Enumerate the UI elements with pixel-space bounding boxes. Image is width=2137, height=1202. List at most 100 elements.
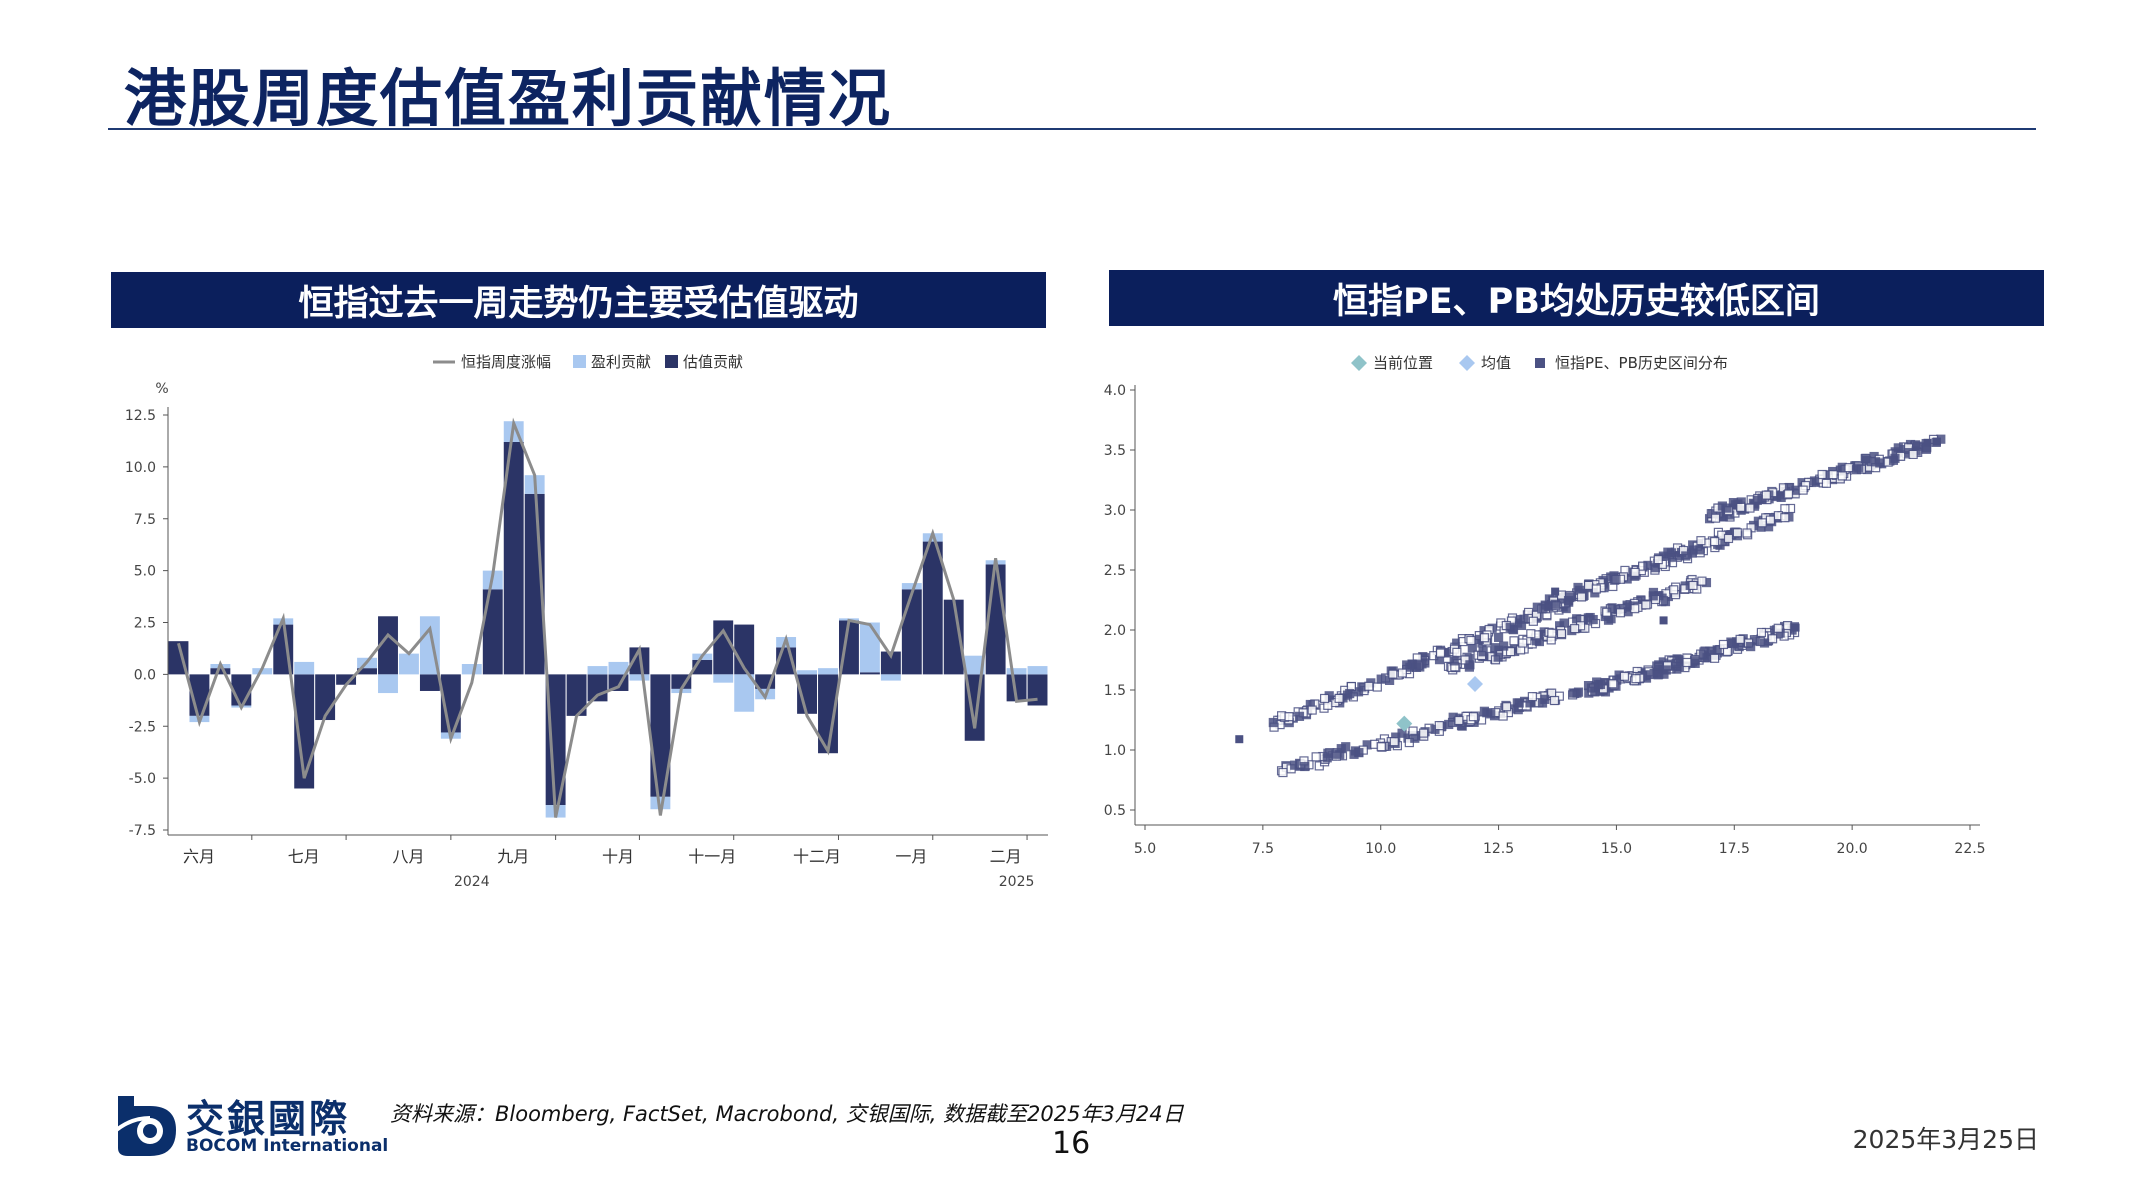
x-tick-label: 10.0	[1365, 841, 1396, 857]
valuation-bar	[671, 674, 692, 689]
historical-point	[1752, 495, 1762, 505]
legend-valuation-swatch	[665, 355, 678, 368]
legend-label: 恒指PE、PB历史区间分布	[1555, 354, 1728, 372]
month-tick-label: 十一月	[688, 847, 736, 866]
valuation-bar	[818, 674, 838, 754]
historical-point	[1588, 614, 1598, 625]
valuation-bar	[503, 441, 524, 675]
logo-english-name: BOCOM International	[186, 1136, 389, 1156]
historical-point	[1268, 717, 1278, 728]
historical-point	[1933, 437, 1941, 446]
pe-pb-scatter-chart: 当前位置 均值 恒指PE、PB历史区间分布 4.0 3.5 3.0 2.5 2.0 1.5 1.0…	[1070, 340, 2050, 880]
historical-point	[1736, 502, 1746, 512]
historical-point	[1718, 639, 1729, 650]
historical-point	[1294, 711, 1305, 721]
historical-point	[1479, 633, 1489, 643]
logo-chinese-name: 交銀國際	[186, 1097, 351, 1141]
earnings-bar	[461, 664, 482, 675]
historical-point	[1345, 688, 1355, 699]
weekly-change-line	[177, 417, 1038, 818]
historical-point	[1468, 712, 1479, 722]
company-logo: 交銀國際 BOCOM International	[110, 1088, 388, 1158]
legend-earnings-swatch	[573, 355, 586, 368]
historical-point	[1514, 698, 1524, 708]
historical-point	[1710, 537, 1720, 547]
historical-point	[1486, 709, 1496, 719]
earnings-bar	[713, 674, 734, 683]
historical-point	[1666, 548, 1676, 558]
historical-point	[1888, 455, 1899, 465]
historical-point	[1350, 746, 1361, 756]
x-tick-label: 12.5	[1483, 841, 1514, 857]
historical-point	[1660, 596, 1671, 607]
y-tick-label: 1.5	[1104, 683, 1126, 699]
earnings-bar	[629, 674, 650, 681]
historical-point	[1761, 490, 1771, 500]
historical-point	[1518, 638, 1528, 648]
historical-point	[1526, 629, 1536, 639]
historical-point	[1376, 674, 1386, 684]
historical-point	[1540, 694, 1550, 704]
earnings-bar	[294, 661, 315, 675]
x-tick-label: 7.5	[1252, 841, 1274, 857]
historical-point	[1615, 608, 1626, 618]
historical-point	[1689, 656, 1700, 666]
y-axis-unit: %	[155, 381, 168, 397]
historical-point	[1331, 749, 1341, 759]
legend-label: 估值贡献	[683, 353, 743, 371]
x-tick-label: 5.0	[1134, 841, 1156, 857]
earnings-bar	[818, 668, 838, 675]
valuation-bar	[587, 674, 608, 702]
month-tick-label: 七月	[288, 847, 320, 866]
historical-point	[1696, 536, 1706, 546]
historical-point	[1798, 485, 1808, 495]
historical-point	[1460, 655, 1470, 665]
historical-point	[1493, 652, 1503, 662]
valuation-bar	[713, 620, 734, 675]
historical-point	[1746, 641, 1756, 652]
historical-point	[1550, 599, 1560, 609]
historical-point	[1648, 591, 1658, 601]
valuation-bar	[566, 674, 587, 716]
historical-point	[1300, 761, 1310, 772]
historical-point	[1765, 515, 1776, 525]
historical-point	[1307, 705, 1317, 715]
historical-point	[1610, 575, 1620, 585]
earnings-bar	[734, 674, 755, 712]
historical-point	[1505, 647, 1516, 657]
historical-point	[1844, 463, 1854, 473]
y-tick-label: 12.5	[125, 408, 156, 424]
historical-point	[1444, 719, 1454, 730]
historical-point	[1290, 760, 1300, 770]
historical-point	[1502, 702, 1512, 712]
historical-point	[1809, 476, 1820, 486]
earnings-bar	[901, 583, 922, 590]
valuation-bar	[482, 589, 503, 675]
scatter-chart-svg: 当前位置 均值 恒指PE、PB历史区间分布 4.0 3.5 3.0 2.5 2.0 1.5 1.0…	[1104, 354, 1986, 857]
historical-point	[1773, 623, 1783, 633]
historical-point	[1547, 628, 1557, 638]
historical-point	[1791, 623, 1800, 632]
historical-point	[1854, 463, 1864, 473]
year-label: 2025	[999, 874, 1035, 890]
historical-point	[1419, 728, 1429, 738]
y-tick-label: 10.0	[125, 460, 156, 476]
y-tick-label: 0.0	[134, 667, 156, 683]
earnings-bar	[797, 670, 817, 675]
earnings-bar	[399, 653, 419, 675]
month-tick-label: 六月	[183, 847, 215, 866]
historical-point	[1573, 582, 1583, 593]
historical-point	[1653, 555, 1663, 565]
historical-point	[1710, 513, 1721, 523]
historical-point	[1698, 650, 1708, 660]
historical-point	[1828, 469, 1838, 480]
historical-point	[1465, 660, 1475, 670]
valuation-bar	[210, 668, 231, 675]
historical-point	[1643, 560, 1653, 571]
historical-point	[1756, 627, 1767, 638]
historical-point	[1688, 580, 1698, 591]
historical-point	[1607, 603, 1617, 613]
earnings-bar	[880, 674, 901, 681]
x-tick-label: 17.5	[1719, 841, 1750, 857]
earnings-bar	[1006, 668, 1027, 675]
